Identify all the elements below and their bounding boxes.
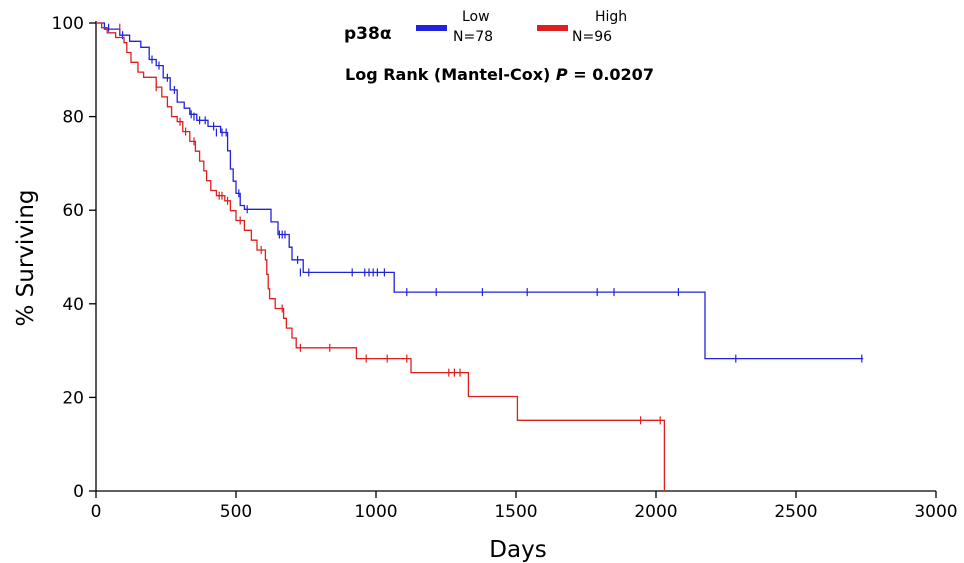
legend-label-high: High	[595, 9, 627, 25]
x-tick-label: 0	[91, 502, 102, 522]
legend-n-high: N=96	[572, 29, 612, 45]
y-tick-label: 0	[73, 482, 84, 502]
x-tick-label: 3000	[914, 502, 957, 522]
chart-axes: 0 500 1000 1500 2000 2500 3000 0 20 40 60 80 100	[52, 14, 958, 522]
survival-curve-high	[96, 22, 666, 491]
y-tick-label: 100	[52, 14, 84, 34]
x-tick-label: 2500	[774, 502, 817, 522]
survival-curve-low	[96, 22, 864, 360]
x-tick-label: 2000	[634, 502, 677, 522]
logrank-annotation: Log Rank (Mantel-Cox) P = 0.0207	[345, 65, 654, 84]
logrank-prefix: Log Rank (Mantel-Cox)	[345, 65, 556, 84]
logrank-p-value: = 0.0207	[568, 65, 654, 84]
legend-label-low: Low	[462, 9, 490, 25]
series-low	[96, 22, 864, 363]
y-tick-label: 60	[62, 201, 84, 221]
series-high	[96, 22, 666, 491]
chart-legend: p38α Low N=78 High N=96	[344, 9, 627, 45]
y-axis-title: % Surviving	[13, 190, 39, 327]
legend-title: p38α	[344, 24, 392, 44]
y-tick-label: 80	[62, 108, 84, 128]
x-tick-label: 1000	[354, 502, 397, 522]
x-tick-label: 1500	[494, 502, 537, 522]
series-layer	[96, 22, 864, 491]
x-tick-label: 500	[220, 502, 252, 522]
legend-n-low: N=78	[453, 29, 493, 45]
legend-swatch-low	[416, 25, 447, 31]
legend-swatch-high	[537, 25, 568, 31]
x-axis-title: Days	[489, 537, 546, 563]
logrank-p-symbol: P	[556, 65, 568, 84]
y-tick-label: 40	[62, 295, 84, 315]
y-tick-label: 20	[62, 388, 84, 408]
